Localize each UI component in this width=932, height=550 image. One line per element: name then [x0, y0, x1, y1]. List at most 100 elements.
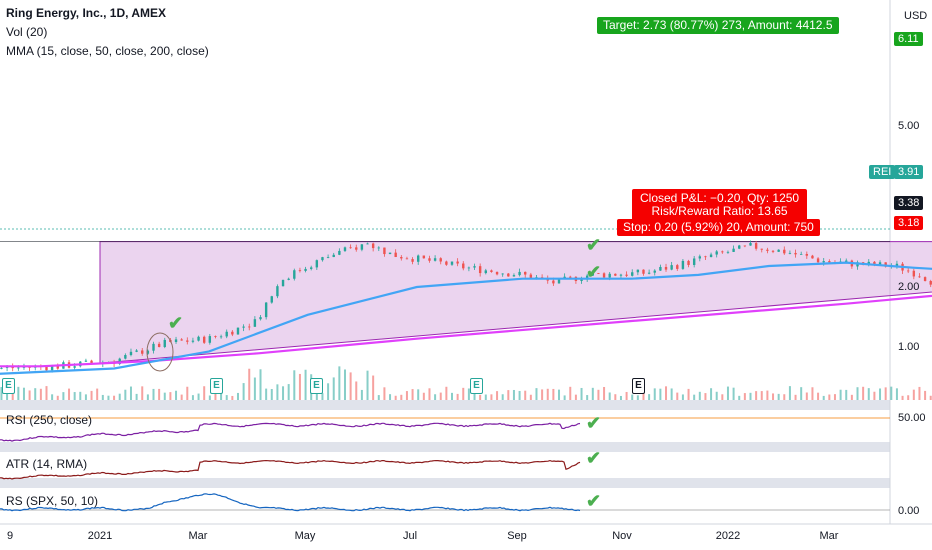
- pane-divider: [0, 478, 890, 488]
- candle: [248, 326, 251, 328]
- volume-bar: [400, 394, 403, 400]
- volume-bar: [586, 395, 589, 400]
- candle: [231, 331, 234, 335]
- candle: [253, 319, 257, 327]
- candle: [400, 256, 403, 259]
- candle: [118, 358, 121, 365]
- volume-bar: [507, 390, 510, 400]
- volume-bar: [242, 383, 245, 400]
- check-icon: ✔: [586, 491, 602, 511]
- candle: [766, 249, 769, 251]
- volume-bar: [631, 394, 634, 400]
- candle: [214, 336, 217, 337]
- volume-bar: [304, 369, 307, 400]
- volume-bar: [377, 395, 380, 400]
- volume-bar: [800, 387, 803, 400]
- volume-bar: [546, 388, 549, 400]
- volume-bar: [535, 388, 538, 400]
- volume-bar: [186, 386, 189, 400]
- candle: [360, 244, 364, 250]
- candle: [174, 339, 178, 342]
- candle: [906, 270, 910, 272]
- candle: [647, 272, 651, 274]
- volume-bar: [62, 392, 65, 400]
- volume-bar: [755, 391, 758, 400]
- rs-line: [0, 493, 581, 512]
- volume-bar: [327, 383, 330, 400]
- candle: [180, 339, 183, 341]
- candle: [293, 270, 296, 279]
- volume-bar: [259, 369, 262, 400]
- volume-bar: [597, 389, 600, 400]
- candle: [473, 266, 476, 268]
- candle: [760, 248, 763, 250]
- volume-bar: [895, 388, 898, 400]
- candle: [445, 261, 448, 265]
- candle: [208, 336, 212, 343]
- volume-bar: [90, 390, 93, 400]
- volume-bar: [293, 370, 296, 400]
- volume-bar: [332, 377, 335, 400]
- candle: [642, 269, 645, 274]
- earnings-marker[interactable]: E: [2, 378, 15, 394]
- volume-bar: [541, 389, 544, 400]
- volume-bar: [479, 394, 482, 400]
- candle: [433, 258, 437, 261]
- volume-bar: [907, 395, 910, 400]
- check-icon: ✔: [586, 448, 602, 468]
- volume-bar: [890, 386, 893, 400]
- earnings-marker[interactable]: E: [310, 378, 323, 394]
- candle: [17, 367, 20, 369]
- candle: [681, 260, 685, 269]
- candle: [715, 251, 718, 255]
- volume-bar: [862, 386, 865, 400]
- volume-bar: [343, 369, 346, 400]
- volume-bar: [141, 386, 144, 400]
- stop-price-badge: 3.18: [894, 216, 924, 230]
- volume-bar: [253, 377, 256, 400]
- entry-price-badge: 3.38: [894, 196, 924, 210]
- breakout-circle: [146, 332, 174, 372]
- candle: [124, 355, 127, 359]
- volume-bar: [366, 370, 369, 400]
- volume-bar: [879, 388, 882, 400]
- candle: [287, 278, 290, 280]
- candle: [225, 331, 228, 337]
- volume-bar: [73, 392, 76, 400]
- volume-bar: [845, 389, 848, 400]
- rsi-line: [0, 422, 581, 442]
- volume-bar: [417, 389, 420, 400]
- symbol-title: Ring Energy, Inc., 1D, AMEX: [6, 6, 167, 20]
- volume-bar: [501, 394, 504, 400]
- earnings-marker-upcoming[interactable]: E: [632, 378, 645, 394]
- volume-bar: [856, 387, 859, 400]
- volume-bar: [214, 392, 217, 400]
- candle: [186, 340, 189, 342]
- volume-bar: [665, 386, 668, 400]
- volume-bar: [96, 388, 99, 400]
- volume-bar: [445, 386, 448, 400]
- volume-bar: [129, 386, 132, 400]
- x-tick: May: [294, 530, 316, 542]
- volume-bar: [901, 395, 904, 400]
- earnings-marker[interactable]: E: [470, 378, 483, 394]
- candle: [422, 255, 426, 259]
- volume-bar: [462, 387, 465, 400]
- volume-bar: [760, 391, 763, 400]
- candle: [783, 249, 786, 254]
- candle: [918, 276, 921, 278]
- candle: [777, 249, 780, 252]
- volume-bar: [411, 389, 414, 400]
- candle: [912, 270, 916, 277]
- volume-bar: [687, 388, 690, 400]
- candle: [349, 247, 352, 249]
- earnings-marker[interactable]: E: [210, 378, 223, 394]
- candle: [394, 252, 397, 257]
- candle: [828, 261, 831, 263]
- candle: [884, 262, 887, 267]
- x-tick: 2022: [715, 530, 741, 542]
- risk-reward-text: Risk/Reward Ratio: 13.65: [651, 204, 788, 218]
- volume-bar: [56, 395, 59, 400]
